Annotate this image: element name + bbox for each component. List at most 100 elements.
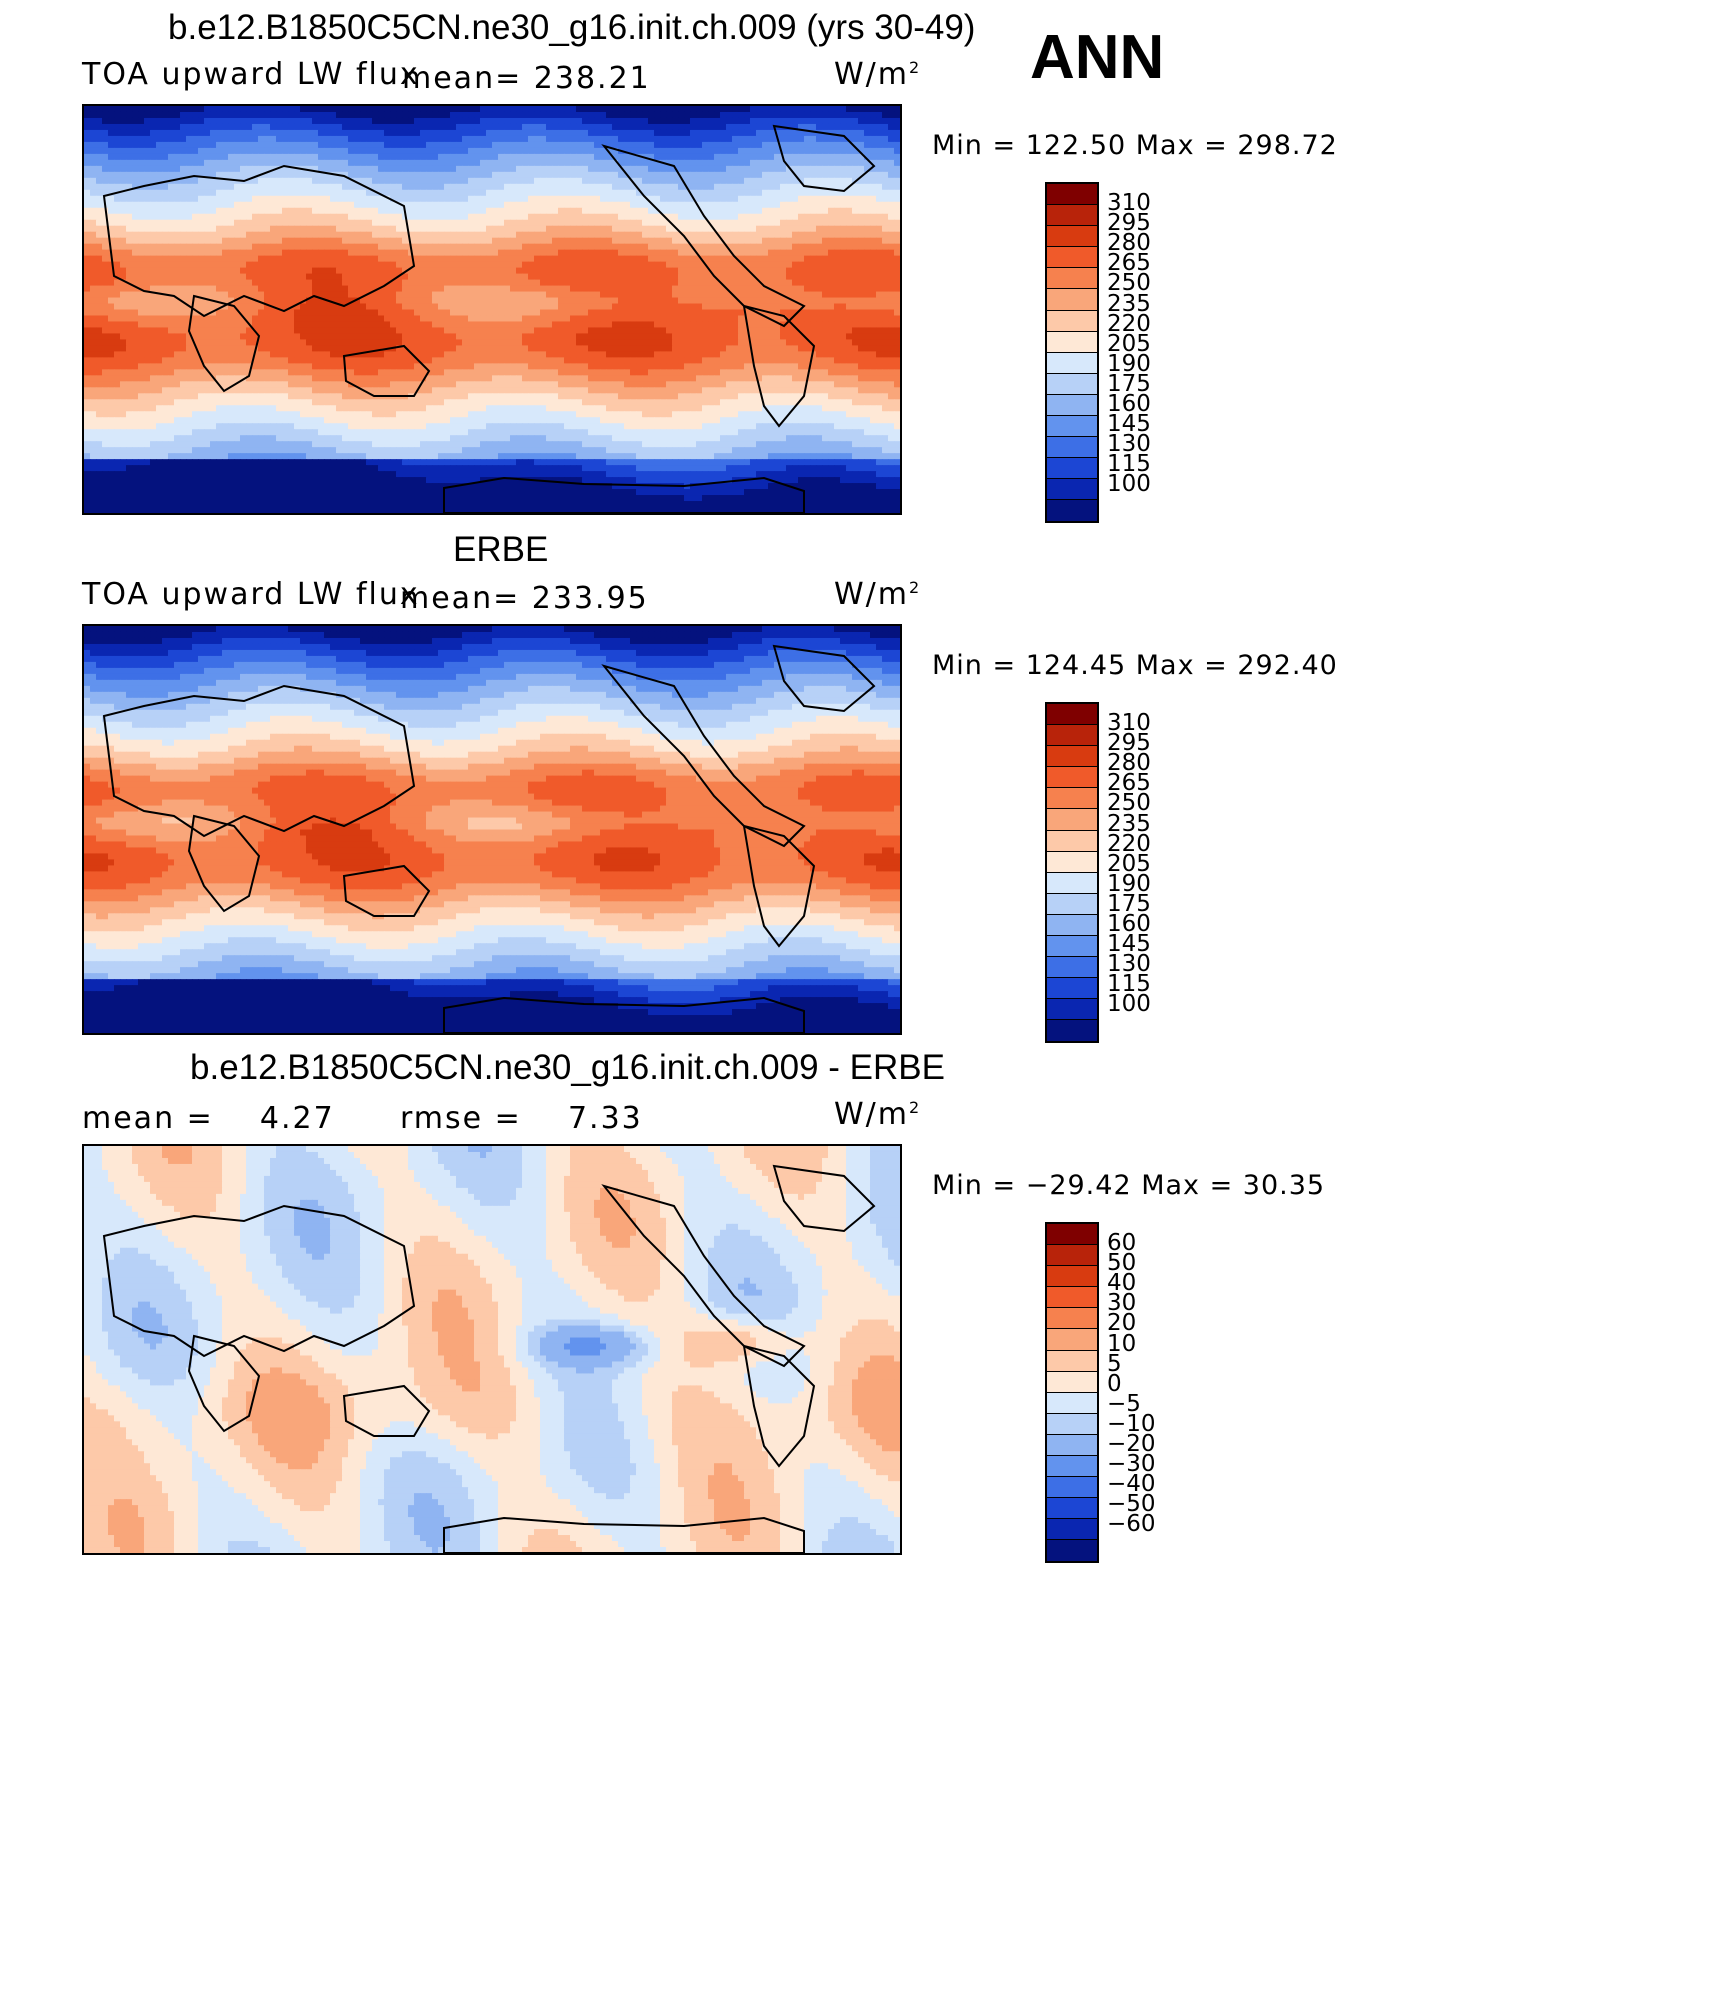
colorbar-swatch [1047,1349,1097,1371]
colorbar-swatch [1047,1370,1097,1392]
colorbar-tick-label: 20 [1107,1312,1136,1335]
panel3-minmax: Min = −29.42 Max = 30.35 [932,1170,1325,1201]
panel1-minmax: Min = 122.50 Max = 298.72 [932,130,1338,161]
colorbar-swatch [1047,1391,1097,1413]
colorbar-swatch [1047,246,1097,268]
colorbar-tick-label: 145 [1107,933,1151,956]
colorbar-swatch [1047,1019,1097,1041]
colorbar-tick-label: 50 [1107,1252,1136,1275]
panel3-colorbar: 60 50 40 30 20 10 5 0 −5 −10 −20 −30 −40 −50 −60 [1045,1222,1156,1563]
colorbar-swatch [1047,871,1097,893]
colorbar-swatch [1047,225,1097,247]
panel3-map-field [84,1146,900,1553]
colorbar-tick-label: 30 [1107,1292,1136,1315]
colorbar-swatch [1047,1328,1097,1350]
colorbar-swatch [1047,184,1097,205]
colorbar-tick-label: 280 [1107,752,1151,775]
colorbar-swatch [1047,787,1097,809]
colorbar-tick-label: 175 [1107,372,1151,396]
colorbar-tick-label: −50 [1107,1493,1156,1516]
colorbar-swatch [1047,1286,1097,1308]
colorbar-swatch [1047,1497,1097,1519]
colorbar-tick-label: 115 [1107,453,1151,476]
colorbar-tick-label: −5 [1107,1392,1141,1416]
colorbar-tick-label: 265 [1107,772,1151,795]
panel1-title: b.e12.B1850C5CN.ne30_g16.init.ch.009 (yr… [168,8,975,48]
colorbar-tick-label: −30 [1107,1453,1156,1476]
panel2-variable-label: TOA upward LW flux [82,577,420,612]
colorbar-swatch [1047,330,1097,352]
colorbar-tick-label: −60 [1107,1513,1156,1536]
colorbar-swatch [1047,1433,1097,1456]
colorbar-tick-label: 235 [1107,812,1151,836]
colorbar-tick-label: 130 [1107,953,1151,976]
colorbar-swatch [1047,892,1097,914]
colorbar-swatch [1047,1307,1097,1329]
panel1-mean: mean= 238.21 [402,61,651,96]
colorbar-tick-label: 235 [1107,292,1151,316]
colorbar-tick-label: 280 [1107,232,1151,255]
panel3-title: b.e12.B1850C5CN.ne30_g16.init.ch.009 - E… [190,1048,945,1088]
colorbar-swatch [1047,724,1097,746]
colorbar-tick-label: 220 [1107,312,1151,336]
colorbar-tick-label: 10 [1107,1332,1136,1356]
colorbar-swatch [1047,1224,1097,1245]
colorbar-tick-label: 190 [1107,352,1151,376]
colorbar-tick-label: 265 [1107,252,1151,275]
colorbar-swatch [1047,913,1097,936]
colorbar-tick-label: 130 [1107,433,1151,456]
colorbar-tick-label: 60 [1107,1232,1136,1255]
colorbar-tick-label: 160 [1107,913,1151,936]
panel1-units: W/m2 [834,57,921,92]
panel2-minmax: Min = 124.45 Max = 292.40 [932,650,1338,681]
colorbar-swatch [1047,499,1097,521]
colorbar-swatch [1047,478,1097,500]
colorbar-tick-label: 310 [1107,712,1151,735]
colorbar-tick-label: 205 [1107,852,1151,876]
colorbar-tick-label: 40 [1107,1272,1136,1295]
colorbar-tick-label: −40 [1107,1473,1156,1496]
colorbar-tick-label: 250 [1107,792,1151,815]
colorbar-swatch [1047,1412,1097,1434]
colorbar-swatch [1047,704,1097,725]
panel2-title: ERBE [453,530,548,570]
colorbar-tick-label: −10 [1107,1412,1156,1436]
colorbar-swatch [1047,850,1097,872]
panel2-mean: mean= 233.95 [400,581,649,616]
colorbar-swatch [1047,372,1097,394]
colorbar-swatch [1047,457,1097,479]
panel1-colorbar: 310 295 280 265 250 235 220 205 190 175 160 145 130 1… [1045,182,1151,523]
colorbar-tick-label: 310 [1107,192,1151,215]
colorbar-swatch [1047,766,1097,788]
colorbar-tick-label: 250 [1107,272,1151,295]
panel3-map [82,1144,902,1555]
colorbar-tick-label: 145 [1107,413,1151,436]
colorbar-tick-label: 205 [1107,332,1151,356]
colorbar-swatch [1047,351,1097,373]
colorbar-swatch [1047,1518,1097,1540]
colorbar-swatch [1047,309,1097,331]
panel3-units: W/m2 [834,1097,921,1132]
panel2-map [82,624,902,1035]
panel3-mean: mean = 4.27 [82,1101,335,1136]
colorbar-swatch [1047,393,1097,416]
colorbar-swatch [1047,977,1097,999]
colorbar-tick-label: 100 [1107,993,1151,1016]
colorbar-swatch [1047,1265,1097,1287]
colorbar-tick-label: 100 [1107,473,1151,496]
colorbar-swatch [1047,415,1097,437]
colorbar-swatch [1047,1244,1097,1266]
colorbar-tick-label: 5 [1107,1352,1122,1376]
colorbar-swatch [1047,1455,1097,1477]
colorbar-swatch [1047,267,1097,289]
colorbar-swatch [1047,1476,1097,1498]
colorbar-swatch [1047,745,1097,767]
colorbar-swatch [1047,956,1097,978]
colorbar-tick-label: 220 [1107,832,1151,856]
panel3-rmse: rmse = 7.33 [400,1101,643,1136]
panel2-map-field [84,626,900,1033]
colorbar-swatch [1047,204,1097,226]
colorbar-tick-label: 295 [1107,212,1151,235]
panel1-variable-label: TOA upward LW flux [82,57,420,92]
colorbar-tick-label: 0 [1107,1372,1122,1396]
